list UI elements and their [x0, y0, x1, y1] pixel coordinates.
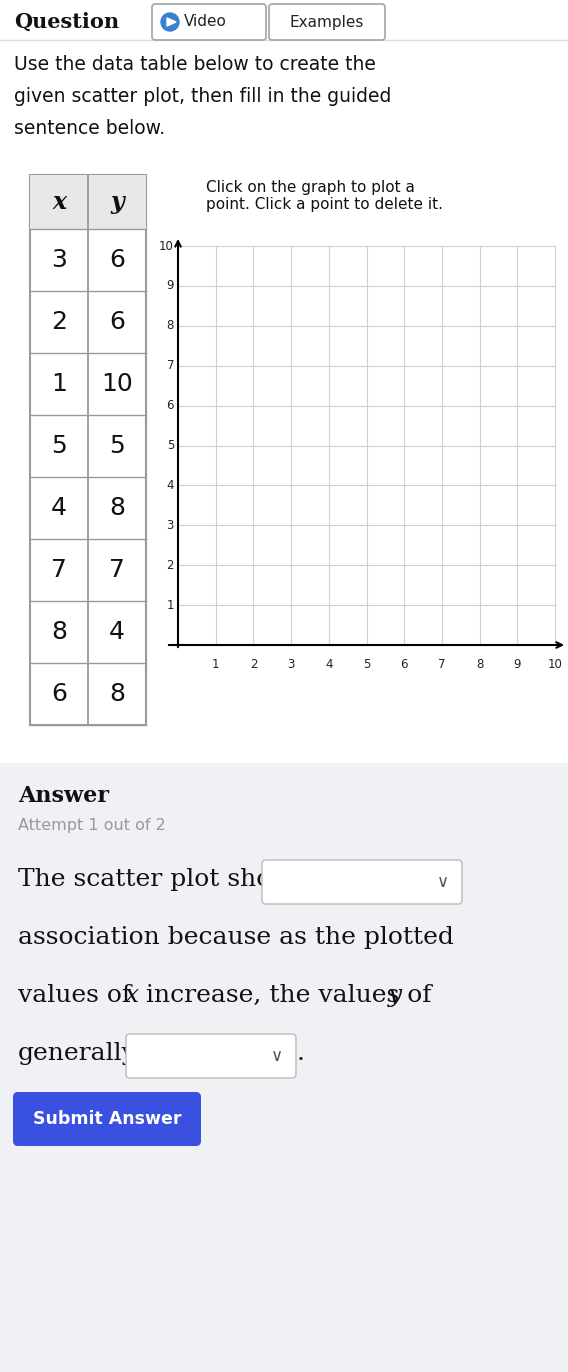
Text: 4: 4	[166, 479, 174, 493]
Text: 5: 5	[363, 659, 370, 671]
Text: 6: 6	[109, 310, 125, 333]
Text: 2: 2	[51, 310, 67, 333]
Text: 7: 7	[166, 359, 174, 372]
FancyBboxPatch shape	[269, 4, 385, 40]
Text: 3: 3	[51, 248, 67, 272]
Text: Attempt 1 out of 2: Attempt 1 out of 2	[18, 818, 166, 833]
Text: Video: Video	[184, 15, 227, 30]
Text: 8: 8	[166, 320, 174, 332]
Text: 8: 8	[109, 682, 125, 707]
Text: 3: 3	[166, 519, 174, 532]
Text: 7: 7	[51, 558, 67, 582]
Text: 5: 5	[51, 434, 67, 458]
Text: 10: 10	[101, 372, 133, 397]
Text: 10: 10	[548, 659, 562, 671]
Text: 6: 6	[51, 682, 67, 707]
Text: 5: 5	[109, 434, 125, 458]
Text: 4: 4	[51, 497, 67, 520]
Text: ∨: ∨	[271, 1047, 283, 1065]
Text: association because as the plotted: association because as the plotted	[18, 926, 454, 949]
FancyBboxPatch shape	[152, 4, 266, 40]
Text: 1: 1	[166, 598, 174, 612]
Text: 8: 8	[51, 620, 67, 643]
Text: 1: 1	[51, 372, 67, 397]
Text: 3: 3	[287, 659, 295, 671]
Text: sentence below.: sentence below.	[14, 119, 165, 139]
Text: 4: 4	[109, 620, 125, 643]
Circle shape	[161, 12, 179, 32]
Bar	[30, 176, 146, 229]
FancyBboxPatch shape	[13, 1092, 201, 1146]
Text: 10: 10	[159, 240, 174, 252]
Text: 8: 8	[476, 659, 483, 671]
Text: increase, the values of: increase, the values of	[138, 984, 440, 1007]
Bar	[0, 763, 568, 1372]
Text: Question: Question	[14, 12, 119, 32]
Text: 7: 7	[109, 558, 125, 582]
Text: 4: 4	[325, 659, 332, 671]
Text: given scatter plot, then fill in the guided: given scatter plot, then fill in the gui…	[14, 86, 391, 106]
Polygon shape	[167, 18, 176, 26]
Text: Use the data table below to create the: Use the data table below to create the	[14, 55, 376, 74]
Text: y: y	[110, 189, 124, 214]
Text: ∨: ∨	[437, 873, 449, 890]
Text: 9: 9	[166, 280, 174, 292]
Text: y: y	[388, 984, 402, 1007]
Text: generally: generally	[18, 1041, 137, 1065]
Text: Submit Answer: Submit Answer	[33, 1110, 181, 1128]
Text: 6: 6	[166, 399, 174, 412]
Text: .: .	[297, 1041, 305, 1065]
Bar	[30, 176, 146, 724]
Text: Examples: Examples	[290, 15, 364, 30]
Text: The scatter plot shows: The scatter plot shows	[18, 868, 306, 890]
Text: 9: 9	[513, 659, 521, 671]
Text: Click on the graph to plot a
point. Click a point to delete it.: Click on the graph to plot a point. Clic…	[206, 180, 443, 213]
Text: 5: 5	[166, 439, 174, 451]
Text: 8: 8	[109, 497, 125, 520]
FancyBboxPatch shape	[262, 860, 462, 904]
Text: values of: values of	[18, 984, 139, 1007]
Text: 6: 6	[109, 248, 125, 272]
Text: x: x	[52, 189, 66, 214]
Text: 2: 2	[250, 659, 257, 671]
Text: 6: 6	[400, 659, 408, 671]
Text: 2: 2	[166, 558, 174, 572]
Text: Answer: Answer	[18, 785, 109, 807]
Text: 1: 1	[212, 659, 219, 671]
FancyBboxPatch shape	[126, 1034, 296, 1078]
Text: 7: 7	[438, 659, 446, 671]
Text: x: x	[125, 984, 139, 1007]
